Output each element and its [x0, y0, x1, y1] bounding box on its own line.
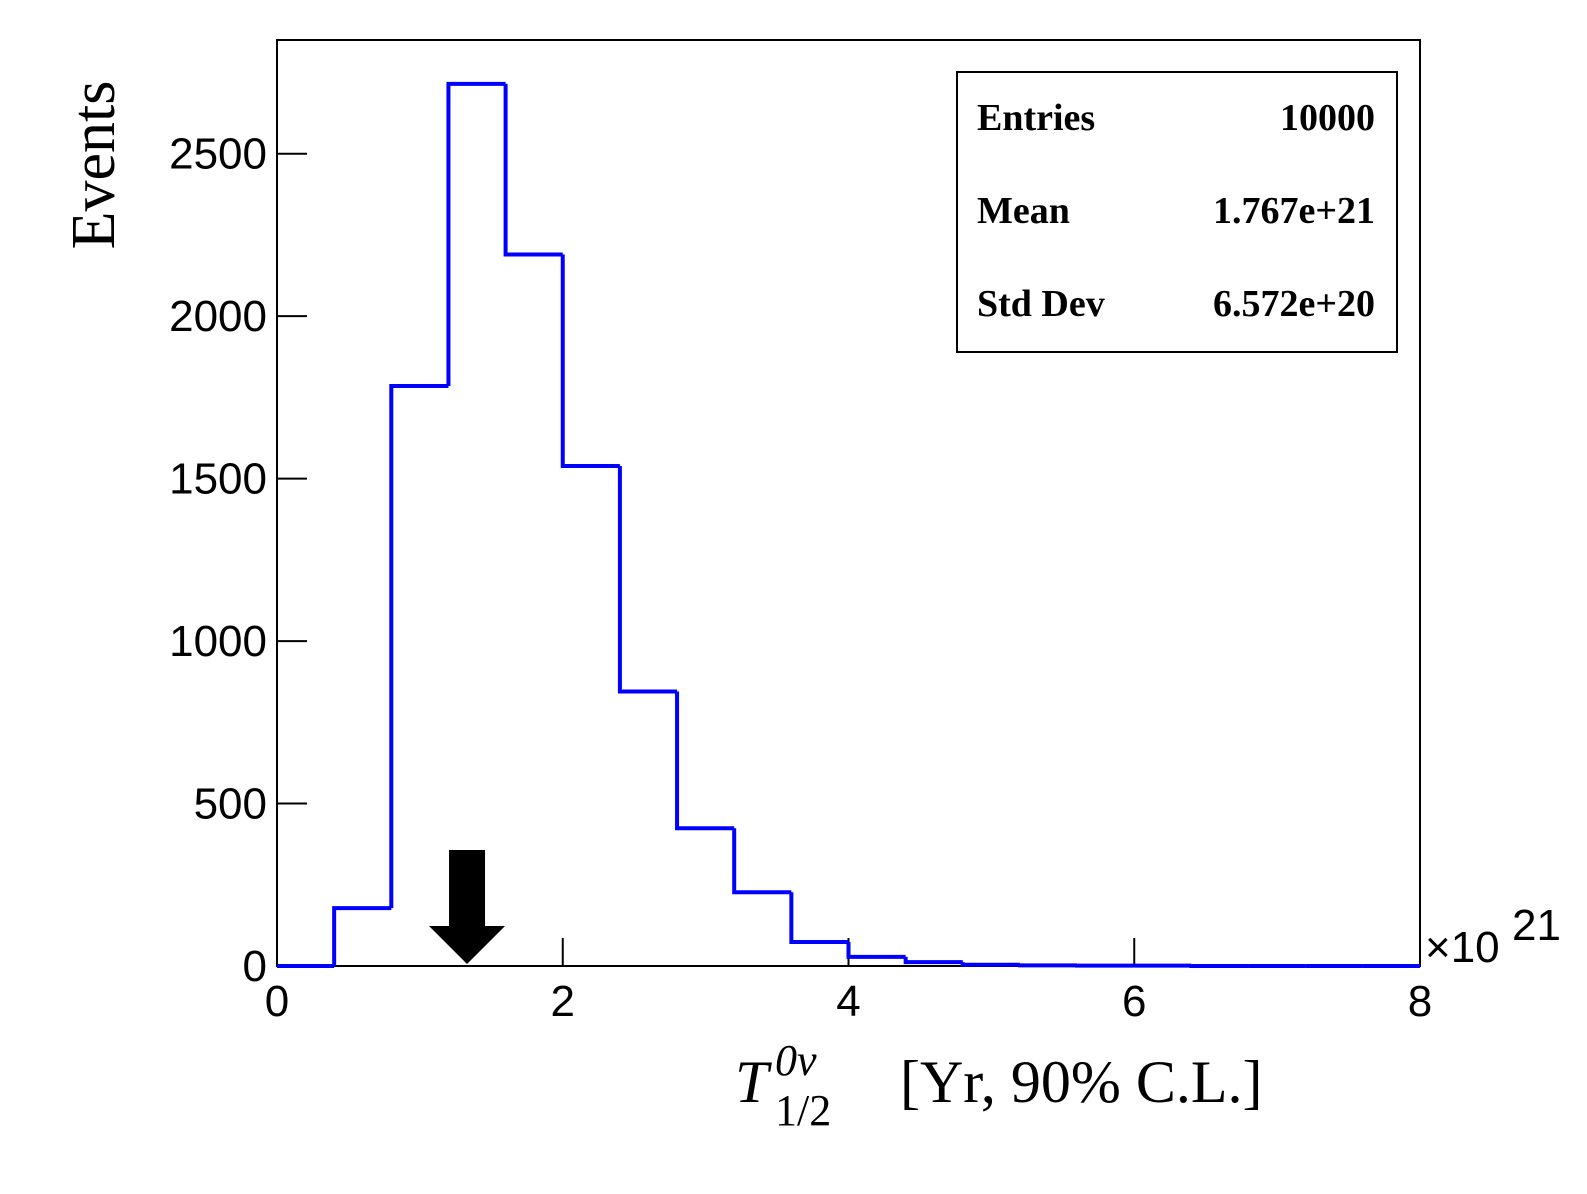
stat-label: Entries	[977, 97, 1095, 139]
stat-value: 6.572e+20	[1213, 283, 1375, 325]
x-title-text: [Yr, 90% C.L.]	[900, 1049, 1263, 1115]
histogram-bin	[903, 956, 963, 965]
x-axis-title: T 0ν 1/2 [Yr, 90% C.L.]	[735, 1036, 1263, 1135]
histogram-bin	[846, 941, 906, 959]
stat-label: Std Dev	[977, 283, 1105, 325]
x-tick-label: 0	[265, 977, 289, 1026]
y-tick-label: 2000	[169, 292, 267, 341]
histogram-bin	[732, 828, 792, 895]
histogram-bin	[446, 81, 506, 387]
stat-value: 1.767e+21	[1213, 190, 1375, 232]
x-tick-label: 2	[551, 977, 575, 1026]
x-exponent: 21	[1512, 901, 1561, 950]
histogram-bin	[617, 465, 678, 694]
stat-value: 10000	[1280, 97, 1375, 139]
histogram-bin	[1017, 963, 1078, 968]
histogram-bin	[675, 691, 735, 831]
stat-label: Mean	[977, 190, 1070, 232]
histogram-bin	[960, 962, 1020, 967]
arrow	[429, 850, 506, 964]
y-tick-label: 1000	[169, 617, 267, 666]
histogram-bin	[503, 83, 563, 257]
x-multiplier: ×10	[1425, 923, 1500, 972]
stats-box	[956, 71, 1398, 353]
y-tick-label: 2500	[169, 130, 267, 179]
histogram-bin	[332, 906, 392, 966]
histogram-bin	[389, 384, 449, 909]
y-tick-label: 500	[194, 780, 267, 829]
x-title-subscript: 1/2	[775, 1086, 831, 1135]
x-title-superscript: 0ν	[775, 1036, 817, 1085]
x-tick-label: 4	[836, 977, 860, 1026]
x-tick-label: 6	[1122, 977, 1146, 1026]
histogram-bin	[560, 254, 620, 468]
y-axis-title: Events	[60, 81, 128, 250]
x-tick-label: 8	[1408, 977, 1432, 1026]
y-tick-label: 1500	[169, 455, 267, 504]
x-title-symbol: T	[735, 1049, 772, 1115]
histogram-bin	[789, 892, 849, 944]
y-tick-label: 0	[243, 942, 267, 991]
